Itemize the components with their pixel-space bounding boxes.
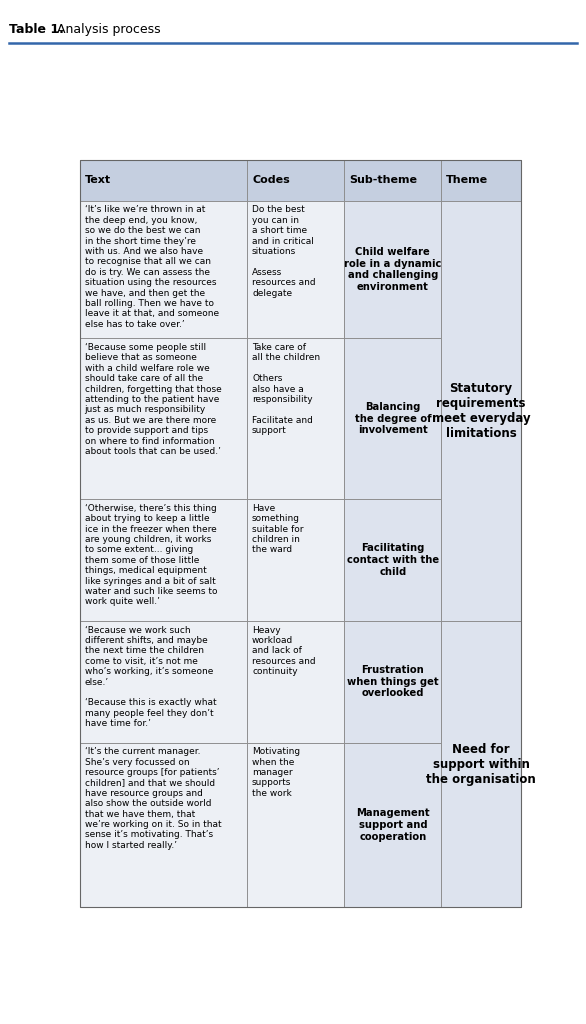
Bar [80,621,247,742]
Text: Management
support and
cooperation: Management support and cooperation [356,808,430,842]
Bar [441,160,520,201]
Bar [80,201,247,338]
Text: Text: Text [84,175,111,185]
Text: Have
something
suitable for
children in
the ward: Have something suitable for children in … [252,504,304,554]
Text: Frustration
when things get
overlooked: Frustration when things get overlooked [347,665,439,698]
Text: Theme: Theme [446,175,488,185]
Text: Sub-theme: Sub-theme [349,175,417,185]
Bar [80,160,247,201]
Bar [247,338,345,499]
Text: ‘Because some people still
believe that as someone
with a child welfare role we
: ‘Because some people still believe that … [84,343,222,456]
Bar [80,742,247,907]
Bar [441,201,520,621]
Bar [441,621,520,907]
Text: Do the best
you can in
a short time
and in critical
situations

Assess
resources: Do the best you can in a short time and … [252,206,316,298]
Bar [345,499,441,621]
Bar [80,499,247,621]
Text: Analysis process: Analysis process [53,23,161,36]
Bar [80,338,247,499]
Text: Take care of
all the children

Others
also have a
responsibility

Facilitate and: Take care of all the children Others als… [252,343,320,435]
Bar [345,742,441,907]
Text: ‘Because we work such
different shifts, and maybe
the next time the children
com: ‘Because we work such different shifts, … [84,626,216,728]
Text: Balancing
the degree of
involvement: Balancing the degree of involvement [355,402,431,435]
Text: Facilitating
contact with the
child: Facilitating contact with the child [347,544,439,577]
Bar [247,201,345,338]
Bar [247,742,345,907]
Text: Table 1.: Table 1. [9,23,64,36]
Bar [345,621,441,742]
Text: ‘It’s like we’re thrown in at
the deep end, you know,
so we do the best we can
i: ‘It’s like we’re thrown in at the deep e… [84,206,219,329]
Bar [247,160,345,201]
Text: ‘It’s the current manager.
She’s very focussed on
resource groups [for patients’: ‘It’s the current manager. She’s very fo… [84,748,222,850]
Text: Motivating
when the
manager
supports
the work: Motivating when the manager supports the… [252,748,300,798]
Text: Heavy
workload
and lack of
resources and
continuity: Heavy workload and lack of resources and… [252,626,316,676]
Text: Child welfare
role in a dynamic
and challenging
environment: Child welfare role in a dynamic and chal… [344,247,441,292]
Text: Statutory
requirements
meet everyday
limitations: Statutory requirements meet everyday lim… [432,382,530,439]
Text: Need for
support within
the organisation: Need for support within the organisation [426,742,536,785]
Bar [247,621,345,742]
Text: Codes: Codes [252,175,289,185]
Bar [345,338,441,499]
Bar [247,499,345,621]
Bar [345,160,441,201]
Bar [345,201,441,338]
Text: ‘Otherwise, there’s this thing
about trying to keep a little
ice in the freezer : ‘Otherwise, there’s this thing about try… [84,504,217,606]
